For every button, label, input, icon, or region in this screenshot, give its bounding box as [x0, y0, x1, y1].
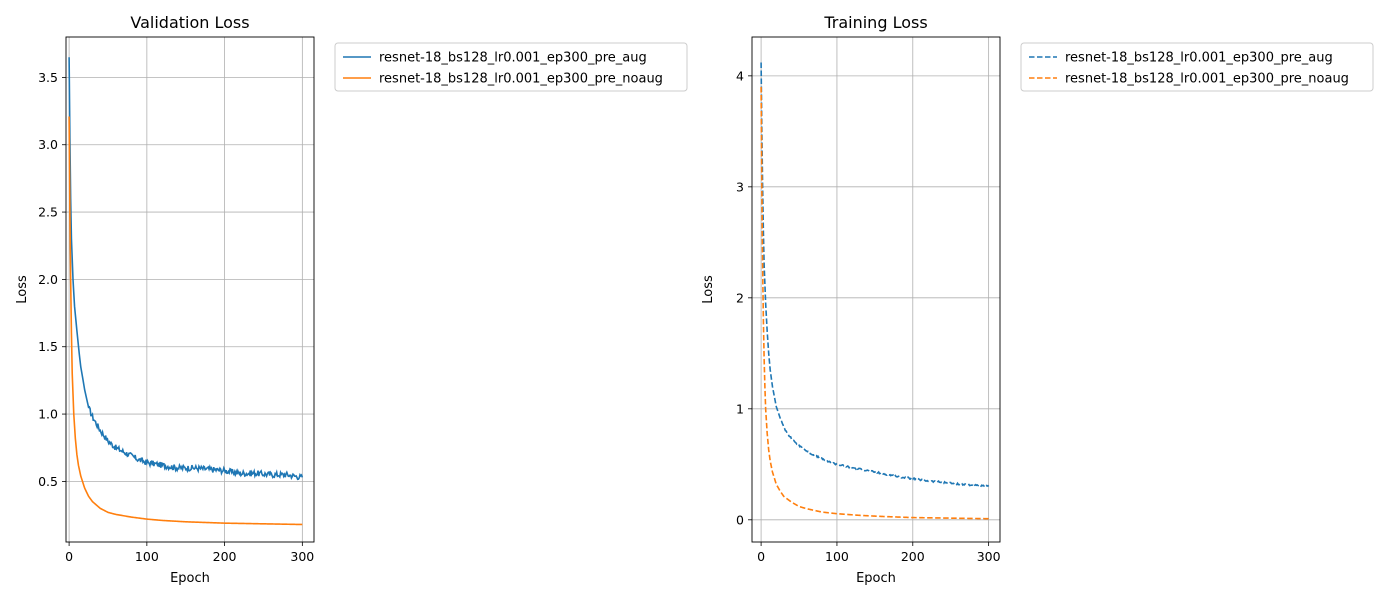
x-tick-label: 0 [757, 549, 765, 564]
y-tick-label: 1.5 [38, 339, 58, 354]
series-line-aug [760, 62, 990, 489]
legend-box [1020, 42, 1374, 92]
chart-title: Training Loss [823, 13, 927, 32]
y-tick-label: 1 [736, 401, 744, 416]
y-axis-label: Loss [15, 275, 30, 304]
y-tick-label: 3.0 [38, 137, 58, 152]
x-tick-label: 100 [825, 549, 849, 564]
series-line-aug [68, 57, 304, 481]
legend: resnet-18_bs128_lr0.001_ep300_pre_augres… [1020, 42, 1374, 92]
y-tick-label: 0.5 [38, 474, 58, 489]
chart-title: Validation Loss [130, 13, 249, 32]
x-tick-label: 100 [135, 549, 159, 564]
legend-label: resnet-18_bs128_lr0.001_ep300_pre_aug [1065, 51, 1333, 66]
series-line-noaug [68, 116, 303, 526]
x-tick-label: 300 [977, 549, 1001, 564]
x-tick-label: 200 [213, 549, 237, 564]
x-tick-label: 0 [65, 549, 73, 564]
y-axis-label: Loss [701, 275, 716, 304]
series-line-noaug [760, 86, 989, 520]
validation-loss-panel: 0 100 200 300 0.5 1.0 1.5 2.0 2.5 3.0 3.5 Validatio… [15, 13, 688, 586]
axes-frame [751, 36, 1001, 543]
y-tick-label: 2.0 [38, 272, 58, 287]
y-tick-label: 2.5 [38, 205, 58, 220]
axes-frame [65, 36, 315, 543]
y-tick-label: 2 [736, 290, 744, 305]
y-tick-label: 4 [736, 68, 744, 83]
y-tick-label: 0 [736, 512, 744, 527]
legend-box [334, 42, 688, 92]
legend-label: resnet-18_bs128_lr0.001_ep300_pre_noaug [1065, 72, 1349, 87]
y-tick-label: 3.5 [38, 70, 58, 85]
training-loss-panel: 0 100 200 300 0 1 2 3 4 Training Loss Epoch Loss res… [701, 13, 1374, 586]
x-tick-label: 200 [901, 549, 925, 564]
legend: resnet-18_bs128_lr0.001_ep300_pre_augres… [334, 42, 688, 92]
x-axis-label: Epoch [856, 571, 896, 586]
legend-label: resnet-18_bs128_lr0.001_ep300_pre_aug [379, 51, 647, 66]
legend-label: resnet-18_bs128_lr0.001_ep300_pre_noaug [379, 72, 663, 87]
y-tick-label: 3 [736, 179, 744, 194]
y-tick-label: 1.0 [38, 407, 58, 422]
x-tick-label: 300 [290, 549, 314, 564]
x-axis-label: Epoch [170, 571, 210, 586]
